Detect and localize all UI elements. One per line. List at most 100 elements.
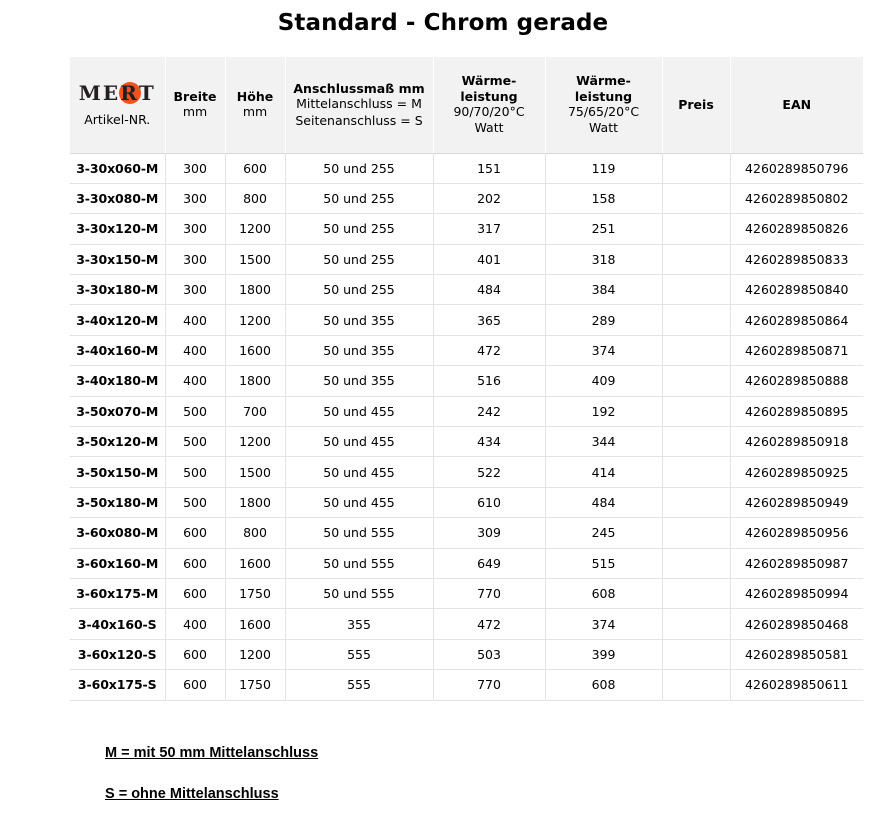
cell-breite: 300	[165, 274, 226, 306]
column-header-waerme2-sub2: Watt	[588, 120, 619, 136]
cell-waermeleistung-90-70-20: 401	[433, 244, 546, 276]
table-row: 3-60x175-S 600 1750 555 770 608 4260289850611	[70, 669, 863, 701]
table-row: 3-50x180-M 500 1800 50 und 455 610 484 4260289…	[70, 487, 863, 519]
cell-waermeleistung-90-70-20: 242	[433, 396, 546, 428]
column-header-preis: Preis	[662, 57, 731, 154]
cell-ean: 4260289850871	[730, 335, 863, 367]
column-header-ean-label: EAN	[782, 96, 812, 112]
cell-preis	[662, 183, 731, 215]
table-row: 3-30x120-M 300 1200 50 und 255 317 251 4260289…	[70, 213, 863, 245]
cell-preis	[662, 335, 731, 367]
cell-ean: 4260289850864	[730, 304, 863, 336]
cell-hoehe: 1600	[225, 548, 286, 579]
column-header-waerme2-sub1: 75/65/20°C	[567, 104, 640, 120]
cell-hoehe: 1800	[225, 365, 286, 397]
cell-anschlussmass: 50 und 355	[285, 335, 434, 367]
cell-anschlussmass: 50 und 555	[285, 578, 434, 610]
spec-table-body: 3-30x060-M 300 600 50 und 255 151 119 42602898…	[70, 153, 863, 701]
cell-preis	[662, 304, 731, 336]
cell-breite: 500	[165, 426, 226, 458]
footnote-m: M = mit 50 mm Mittelanschluss	[105, 745, 319, 761]
cell-preis	[662, 365, 731, 397]
table-row: 3-40x120-M 400 1200 50 und 355 365 289 4260289…	[70, 304, 863, 336]
cell-breite: 600	[165, 517, 226, 549]
cell-waermeleistung-90-70-20: 610	[433, 487, 546, 519]
cell-waermeleistung-75-65-20: 344	[545, 426, 663, 458]
cell-anschlussmass: 50 und 455	[285, 426, 434, 458]
table-row: 3-60x175-M 600 1750 50 und 555 770 608 4260289…	[70, 578, 863, 610]
cell-preis	[662, 456, 731, 488]
spec-table-container: MERT Artikel-NR. Breite mm Höhe mm Ansch…	[70, 57, 863, 701]
cell-preis	[662, 639, 731, 671]
cell-breite: 300	[165, 213, 226, 245]
column-header-waerme2-line2: leistung	[574, 88, 633, 104]
product-spec-sheet: Standard - Chrom gerade MERT Artikel-NR.…	[70, 10, 863, 802]
cell-waermeleistung-75-65-20: 119	[545, 153, 663, 184]
column-header-waermeleistung-75-65-20: Wärme- leistung 75/65/20°C Watt	[545, 57, 663, 154]
cell-breite: 400	[165, 335, 226, 367]
spec-table: MERT Artikel-NR. Breite mm Höhe mm Ansch…	[70, 57, 863, 701]
cell-hoehe: 1200	[225, 213, 286, 245]
cell-hoehe: 600	[225, 153, 286, 184]
column-header-breite-label: Breite	[173, 88, 217, 104]
cell-anschlussmass: 555	[285, 669, 434, 701]
cell-waermeleistung-75-65-20: 409	[545, 365, 663, 397]
cell-waermeleistung-90-70-20: 770	[433, 669, 546, 701]
cell-artikel-nr: 3-30x180-M	[70, 274, 166, 306]
cell-waermeleistung-75-65-20: 251	[545, 213, 663, 245]
cell-hoehe: 1500	[225, 244, 286, 276]
table-row: 3-30x060-M 300 600 50 und 255 151 119 42602898…	[70, 153, 863, 184]
cell-preis	[662, 396, 731, 428]
column-header-hoehe-label: Höhe	[236, 88, 274, 104]
cell-waermeleistung-90-70-20: 434	[433, 426, 546, 458]
cell-ean: 4260289850987	[730, 548, 863, 579]
cell-hoehe: 1600	[225, 608, 286, 640]
column-header-anschlussmass-sub1: Mittelanschluss = M	[296, 96, 422, 112]
cell-waermeleistung-75-65-20: 484	[545, 487, 663, 519]
logo-text-part1: ME	[78, 80, 121, 105]
cell-preis	[662, 213, 731, 245]
cell-waermeleistung-75-65-20: 608	[545, 669, 663, 701]
cell-waermeleistung-75-65-20: 192	[545, 396, 663, 428]
table-row: 3-30x180-M 300 1800 50 und 255 484 384 4260289…	[70, 274, 863, 306]
cell-hoehe: 700	[225, 396, 286, 428]
cell-ean: 4260289850581	[730, 639, 863, 671]
header-row: MERT Artikel-NR. Breite mm Höhe mm Ansch…	[70, 57, 863, 154]
cell-ean: 4260289850468	[730, 608, 863, 640]
cell-anschlussmass: 50 und 255	[285, 213, 434, 245]
cell-artikel-nr: 3-60x120-S	[70, 639, 166, 671]
cell-breite: 300	[165, 183, 226, 215]
cell-breite: 600	[165, 578, 226, 610]
column-header-anschlussmass: Anschlussmaß mm Mittelanschluss = M Seit…	[285, 57, 434, 154]
cell-ean: 4260289850956	[730, 517, 863, 549]
cell-waermeleistung-90-70-20: 484	[433, 274, 546, 306]
cell-breite: 300	[165, 153, 226, 184]
table-row: 3-40x180-M 400 1800 50 und 355 516 409 4260289…	[70, 365, 863, 397]
table-row: 3-50x120-M 500 1200 50 und 455 434 344 4260289…	[70, 426, 863, 458]
cell-preis	[662, 517, 731, 549]
cell-breite: 500	[165, 456, 226, 488]
cell-anschlussmass: 50 und 555	[285, 548, 434, 579]
cell-waermeleistung-90-70-20: 472	[433, 608, 546, 640]
cell-waermeleistung-90-70-20: 365	[433, 304, 546, 336]
cell-breite: 600	[165, 639, 226, 671]
cell-anschlussmass: 355	[285, 608, 434, 640]
cell-preis	[662, 608, 731, 640]
cell-hoehe: 1200	[225, 426, 286, 458]
cell-ean: 4260289850833	[730, 244, 863, 276]
cell-ean: 4260289850918	[730, 426, 863, 458]
column-header-hoehe-unit: mm	[242, 104, 268, 120]
cell-anschlussmass: 50 und 455	[285, 456, 434, 488]
cell-artikel-nr: 3-30x080-M	[70, 183, 166, 215]
cell-ean: 4260289850611	[730, 669, 863, 701]
cell-artikel-nr: 3-30x060-M	[70, 153, 166, 184]
column-header-waerme2-line1: Wärme-	[576, 72, 631, 88]
column-header-preis-label: Preis	[678, 96, 714, 112]
cell-waermeleistung-90-70-20: 522	[433, 456, 546, 488]
cell-preis	[662, 548, 731, 579]
cell-waermeleistung-75-65-20: 374	[545, 335, 663, 367]
cell-anschlussmass: 50 und 255	[285, 153, 434, 184]
column-header-waerme1-sub1: 90/70/20°C	[453, 104, 525, 120]
footnotes: M = mit 50 mm Mittelanschluss S = ohne M…	[105, 742, 805, 825]
cell-preis	[662, 244, 731, 276]
